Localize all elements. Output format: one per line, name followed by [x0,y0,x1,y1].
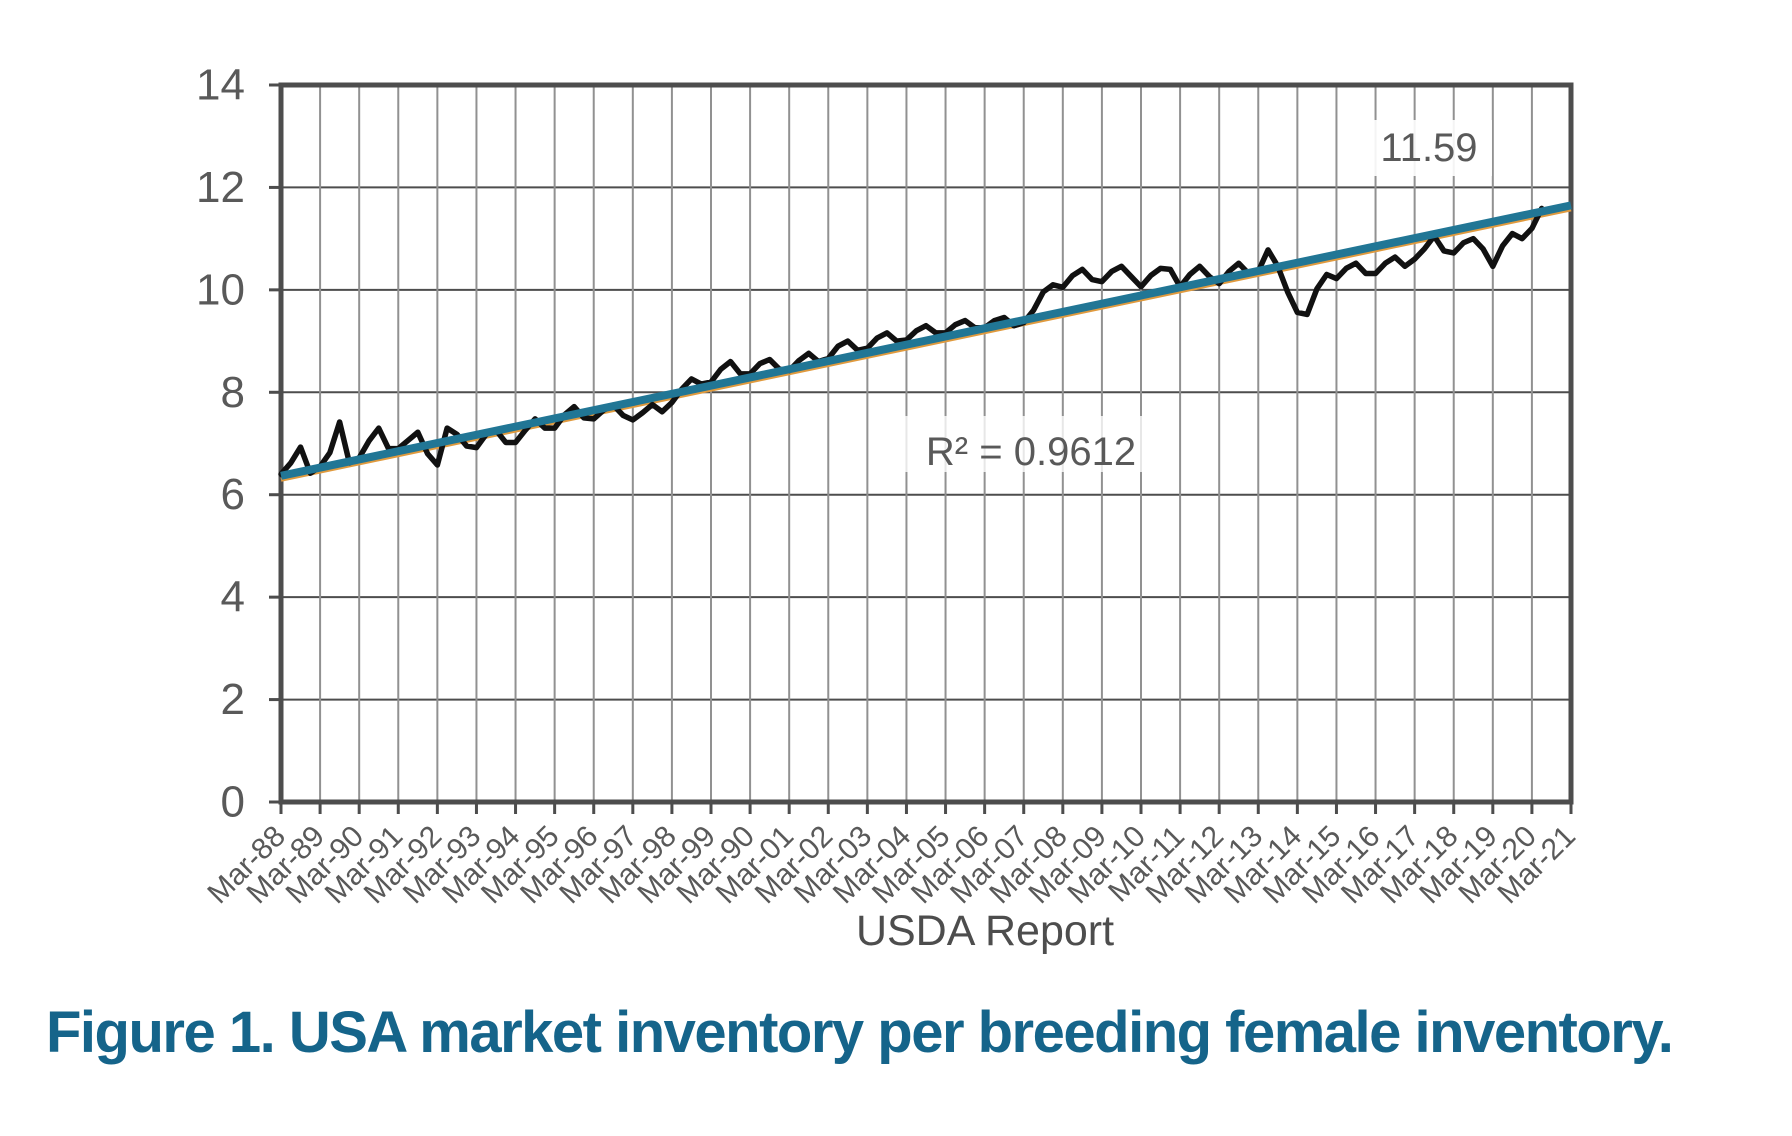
y-tick-label: 8 [221,368,245,417]
x-axis-title: USDA Report [856,907,1114,955]
y-tick-label: 6 [221,470,245,519]
y-tick-label: 2 [221,675,245,724]
r-squared-annotation: R² = 0.9612 [926,430,1136,474]
y-tick-label: 14 [196,61,245,110]
plot-area: 02468101214Mar-88Mar-89Mar-90Mar-91Mar-9… [196,61,1582,911]
figure-caption: Figure 1. USA market inventory per breed… [46,1000,1674,1065]
last-value-annotation: 11.59 [1380,126,1477,170]
line-chart: 02468101214Mar-88Mar-89Mar-90Mar-91Mar-9… [196,61,1582,956]
r2-label-background [903,416,1159,472]
value-label-background [1366,120,1492,176]
y-tick-label: 0 [221,778,245,827]
y-tick-label: 12 [196,163,245,212]
y-tick-label: 4 [221,573,245,622]
y-tick-label: 10 [196,265,245,314]
plot-border [278,82,1574,805]
trendline [280,201,1572,480]
